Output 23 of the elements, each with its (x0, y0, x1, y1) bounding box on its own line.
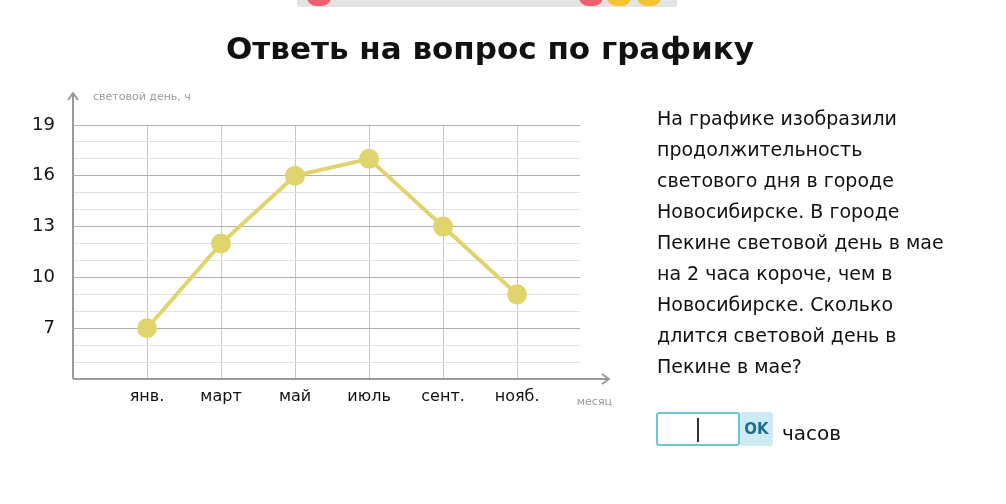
point (285, 165, 306, 186)
x-tick-label: май (278, 385, 312, 405)
y-tick-label: 7 (43, 315, 55, 337)
x-tick-label: нояб. (494, 385, 540, 405)
text: На графике изобразили продолжительность светового дня в городе Новосибирске. В городе Пекине световой день в мае на 2 часа короче, чем в Новосибирске. Сколько длится световой день в Пекине в мае? (657, 107, 944, 377)
point (433, 216, 454, 237)
y-tick-label: 13 (32, 214, 55, 236)
y-axis-title: световой день, ч (93, 89, 191, 103)
x-tick-label: сент. (421, 385, 465, 405)
y-tick-label: 10 (32, 265, 55, 287)
point (507, 284, 528, 305)
x-axis-title: месяц (576, 394, 612, 408)
y-tick-label: 19 (32, 112, 55, 134)
x-tick-label: март (200, 385, 242, 405)
point (359, 148, 380, 169)
point (211, 233, 232, 254)
chart-title: Ответь на вопрос по графику (225, 30, 755, 66)
x-tick-label: янв. (129, 385, 165, 405)
text: OK (740, 412, 773, 446)
x-tick-label: июль (347, 385, 391, 405)
y-tick-label: 16 (32, 163, 55, 185)
text: часов (782, 421, 842, 445)
point (137, 318, 158, 339)
